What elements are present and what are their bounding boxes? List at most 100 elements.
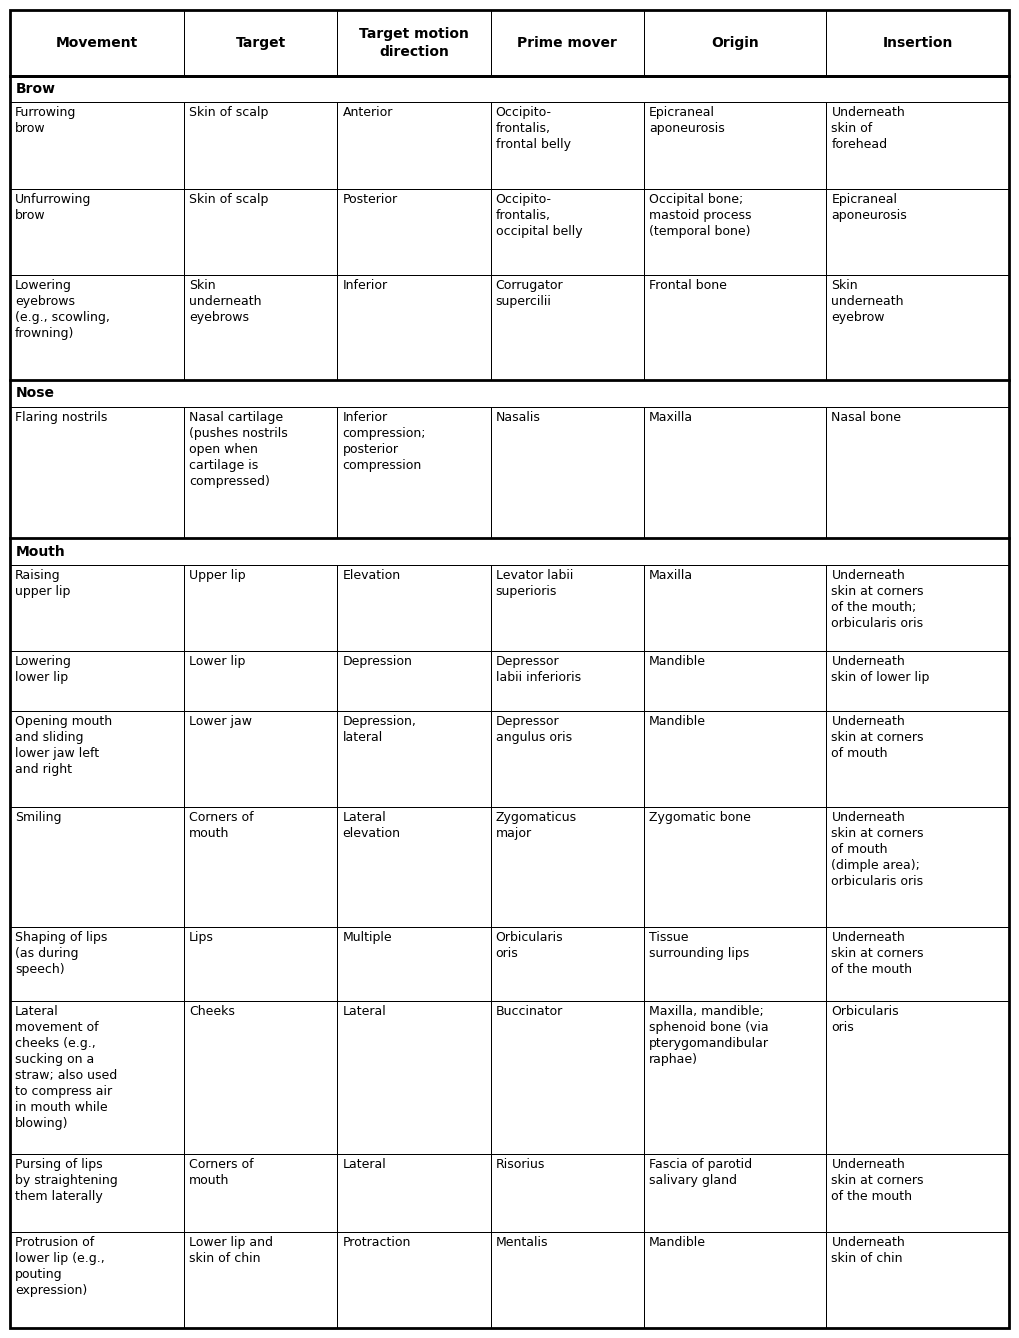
Text: Lateral
elevation: Lateral elevation — [342, 811, 400, 840]
Text: Brow: Brow — [16, 82, 56, 96]
Bar — [184, 652, 337, 710]
Text: Multiple: Multiple — [342, 931, 392, 943]
Bar — [10, 380, 1009, 407]
Bar — [337, 1001, 490, 1155]
Bar — [184, 274, 337, 380]
Text: Buccinator: Buccinator — [495, 1005, 562, 1018]
Text: Nose: Nose — [16, 387, 55, 400]
Text: Mandible: Mandible — [649, 714, 706, 728]
Bar — [826, 1155, 1009, 1232]
Bar — [490, 927, 644, 1001]
Text: Occipital bone;
mastoid process
(temporal bone): Occipital bone; mastoid process (tempora… — [649, 193, 751, 238]
Bar — [184, 1232, 337, 1329]
Bar — [10, 76, 1009, 102]
Bar — [644, 927, 826, 1001]
Text: Lateral: Lateral — [342, 1159, 386, 1171]
Bar — [644, 102, 826, 189]
Bar — [184, 710, 337, 807]
Bar — [10, 380, 1009, 407]
Bar — [10, 274, 184, 380]
Bar — [10, 927, 184, 1001]
Text: Zygomatic bone: Zygomatic bone — [649, 811, 751, 824]
Bar — [184, 1155, 337, 1232]
Bar — [10, 565, 184, 652]
Text: Target: Target — [235, 36, 286, 50]
Bar — [826, 1232, 1009, 1329]
Bar — [644, 1155, 826, 1232]
Bar — [826, 807, 1009, 927]
Bar — [644, 652, 826, 710]
Bar — [490, 407, 644, 538]
Bar — [337, 1232, 490, 1329]
Bar — [490, 1001, 644, 1155]
Bar — [490, 102, 644, 189]
Text: Depressor
angulus oris: Depressor angulus oris — [495, 714, 572, 744]
Bar — [490, 1232, 644, 1329]
Text: Nasal cartilage
(pushes nostrils
open when
cartilage is
compressed): Nasal cartilage (pushes nostrils open wh… — [190, 411, 288, 487]
Text: Corners of
mouth: Corners of mouth — [190, 811, 254, 840]
Text: Underneath
skin at corners
of the mouth: Underneath skin at corners of the mouth — [832, 1159, 924, 1203]
Bar — [184, 1001, 337, 1155]
Text: Zygomaticus
major: Zygomaticus major — [495, 811, 577, 840]
Text: Depressor
labii inferioris: Depressor labii inferioris — [495, 656, 581, 684]
Bar — [826, 652, 1009, 710]
Bar — [490, 565, 644, 652]
Text: Pursing of lips
by straightening
them laterally: Pursing of lips by straightening them la… — [15, 1159, 118, 1203]
Bar — [337, 102, 490, 189]
Bar — [184, 9, 337, 76]
Bar — [184, 9, 337, 76]
Text: Lower jaw: Lower jaw — [190, 714, 253, 728]
Bar — [10, 1155, 184, 1232]
Text: Smiling: Smiling — [15, 811, 61, 824]
Bar — [826, 565, 1009, 652]
Bar — [826, 9, 1009, 76]
Bar — [644, 1001, 826, 1155]
Bar — [826, 274, 1009, 380]
Bar — [644, 189, 826, 274]
Bar — [10, 189, 184, 274]
Bar — [826, 1001, 1009, 1155]
Text: Underneath
skin of lower lip: Underneath skin of lower lip — [832, 656, 929, 684]
Bar — [10, 807, 184, 927]
Bar — [490, 1155, 644, 1232]
Text: Corrugator
supercilii: Corrugator supercilii — [495, 278, 564, 308]
Bar — [337, 927, 490, 1001]
Bar — [826, 274, 1009, 380]
Bar — [644, 1232, 826, 1329]
Bar — [490, 274, 644, 380]
Bar — [826, 710, 1009, 807]
Text: Insertion: Insertion — [882, 36, 953, 50]
Bar — [337, 652, 490, 710]
Text: Nasalis: Nasalis — [495, 411, 540, 424]
Bar — [490, 710, 644, 807]
Bar — [826, 652, 1009, 710]
Text: Epicraneal
aponeurosis: Epicraneal aponeurosis — [649, 106, 725, 135]
Bar — [10, 538, 1009, 565]
Bar — [337, 807, 490, 927]
Bar — [644, 9, 826, 76]
Text: Inferior: Inferior — [342, 278, 387, 292]
Bar — [644, 710, 826, 807]
Bar — [184, 652, 337, 710]
Bar — [10, 1155, 184, 1232]
Text: Protrusion of
lower lip (e.g.,
pouting
expression): Protrusion of lower lip (e.g., pouting e… — [15, 1236, 105, 1297]
Bar — [826, 189, 1009, 274]
Bar — [10, 710, 184, 807]
Text: Opening mouth
and sliding
lower jaw left
and right: Opening mouth and sliding lower jaw left… — [15, 714, 112, 776]
Bar — [826, 927, 1009, 1001]
Bar — [490, 1232, 644, 1329]
Bar — [184, 407, 337, 538]
Bar — [337, 9, 490, 76]
Bar — [826, 407, 1009, 538]
Bar — [490, 807, 644, 927]
Text: Skin of scalp: Skin of scalp — [190, 106, 269, 119]
Bar — [337, 565, 490, 652]
Bar — [826, 807, 1009, 927]
Bar — [490, 710, 644, 807]
Bar — [337, 407, 490, 538]
Bar — [644, 407, 826, 538]
Text: Upper lip: Upper lip — [190, 569, 246, 582]
Bar — [10, 652, 184, 710]
Bar — [10, 76, 1009, 102]
Text: Maxilla: Maxilla — [649, 411, 693, 424]
